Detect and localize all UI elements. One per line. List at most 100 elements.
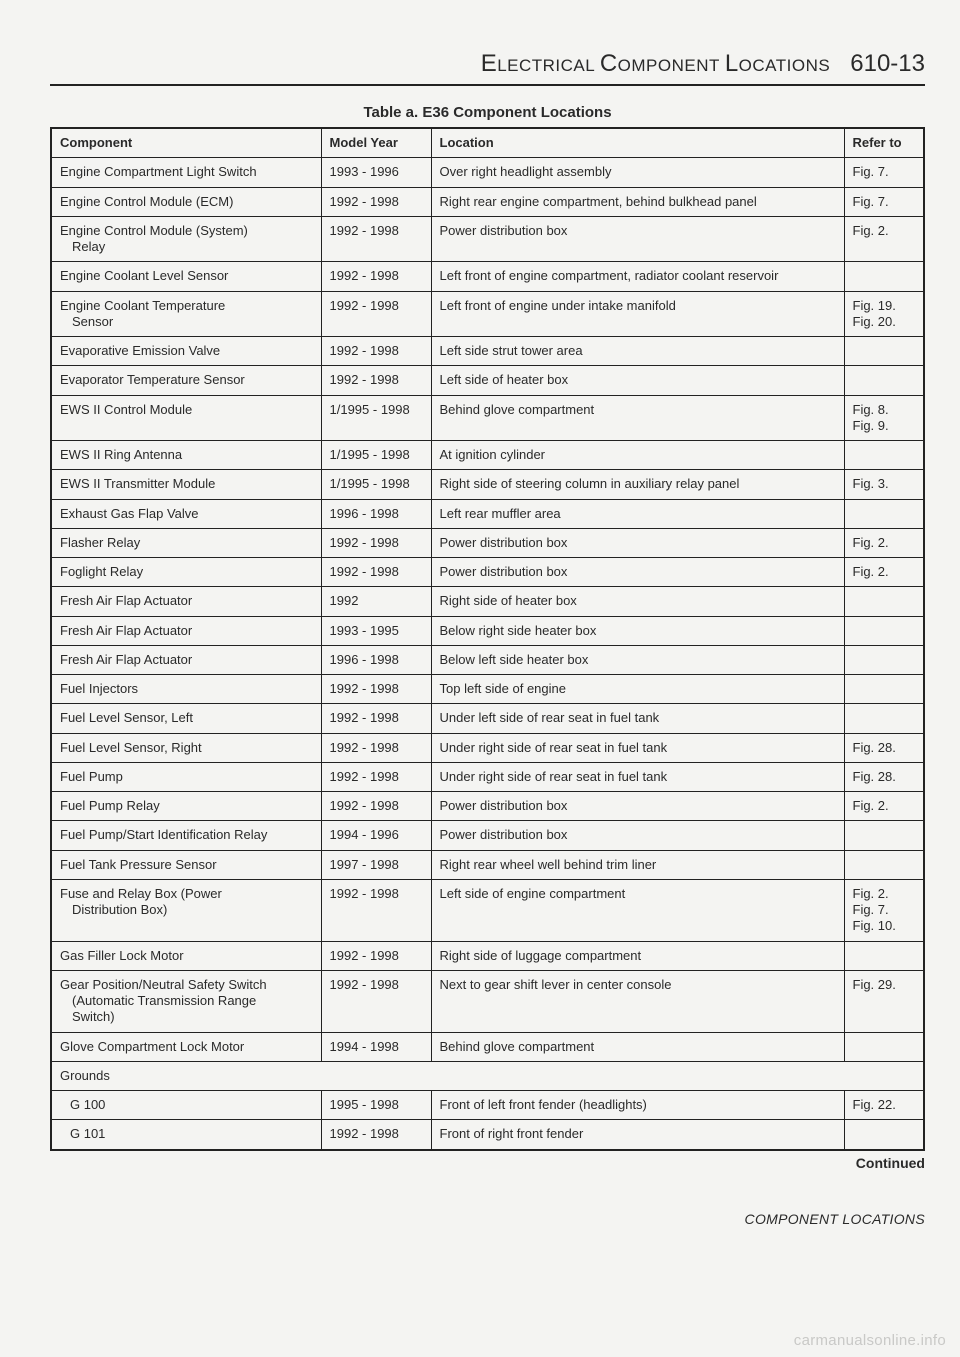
cell-refer: Fig. 28. — [844, 762, 924, 791]
cell-year: 1992 - 1998 — [321, 733, 431, 762]
cell-refer: Fig. 2. — [844, 792, 924, 821]
col-header-refer: Refer to — [844, 128, 924, 158]
page-header: ELECTRICAL COMPONENT LOCATIONS 610-13 — [50, 50, 925, 86]
cell-refer — [844, 337, 924, 366]
cell-refer — [844, 645, 924, 674]
cell-location: Power distribution box — [431, 821, 844, 850]
cell-year: 1992 - 1998 — [321, 528, 431, 557]
table-row: Fuse and Relay Box (PowerDistribution Bo… — [51, 879, 924, 941]
cell-year: 1993 - 1995 — [321, 616, 431, 645]
cell-component: EWS II Transmitter Module — [51, 470, 321, 499]
table-row: Fresh Air Flap Actuator1993 - 1995Below … — [51, 616, 924, 645]
cell-component: Fresh Air Flap Actuator — [51, 645, 321, 674]
cell-refer: Fig. 2. — [844, 528, 924, 557]
continued-label: Continued — [50, 1155, 925, 1171]
cell-component: Foglight Relay — [51, 558, 321, 587]
component-table: Component Model Year Location Refer to E… — [50, 127, 925, 1151]
table-row: Gas Filler Lock Motor1992 - 1998Right si… — [51, 941, 924, 970]
cell-component: Exhaust Gas Flap Valve — [51, 499, 321, 528]
cell-component: Fuel Pump/Start Identification Relay — [51, 821, 321, 850]
table-row: Engine Control Module (ECM)1992 - 1998Ri… — [51, 187, 924, 216]
cell-location: Right rear engine compartment, behind bu… — [431, 187, 844, 216]
table-row: Engine Coolant TemperatureSensor1992 - 1… — [51, 291, 924, 337]
cell-refer — [844, 441, 924, 470]
cell-refer: Fig. 2. — [844, 216, 924, 262]
cell-component: Engine Coolant Level Sensor — [51, 262, 321, 291]
table-row: Exhaust Gas Flap Valve1996 - 1998Left re… — [51, 499, 924, 528]
cell-year: 1992 - 1998 — [321, 762, 431, 791]
cell-location: Left side of heater box — [431, 366, 844, 395]
cell-location: Left side strut tower area — [431, 337, 844, 366]
table-body: Engine Compartment Light Switch1993 - 19… — [51, 158, 924, 1150]
section-title: ELECTRICAL COMPONENT LOCATIONS — [481, 54, 837, 76]
cell-component: Flasher Relay — [51, 528, 321, 557]
cell-year: 1/1995 - 1998 — [321, 470, 431, 499]
cell-location: Right rear wheel well behind trim liner — [431, 850, 844, 879]
cell-component: EWS II Ring Antenna — [51, 441, 321, 470]
page: ELECTRICAL COMPONENT LOCATIONS 610-13 Ta… — [0, 0, 960, 1357]
cell-year: 1992 - 1998 — [321, 262, 431, 291]
cell-component: Fresh Air Flap Actuator — [51, 587, 321, 616]
cell-component: Fuel Injectors — [51, 675, 321, 704]
cell-component: Engine Compartment Light Switch — [51, 158, 321, 187]
cell-location: Front of right front fender — [431, 1120, 844, 1150]
cell-year: 1996 - 1998 — [321, 499, 431, 528]
cell-location: Next to gear shift lever in center conso… — [431, 970, 844, 1032]
cell-location: Power distribution box — [431, 528, 844, 557]
cell-refer — [844, 499, 924, 528]
cell-refer — [844, 941, 924, 970]
cell-year: 1992 - 1998 — [321, 792, 431, 821]
cell-component: Gas Filler Lock Motor — [51, 941, 321, 970]
table-row: Fuel Tank Pressure Sensor1997 - 1998Righ… — [51, 850, 924, 879]
table-row: Grounds — [51, 1061, 924, 1090]
cell-location: Right side of heater box — [431, 587, 844, 616]
cell-location: Right side of luggage compartment — [431, 941, 844, 970]
table-row: Fuel Pump1992 - 1998Under right side of … — [51, 762, 924, 791]
cell-year: 1992 - 1998 — [321, 366, 431, 395]
cell-refer: Fig. 22. — [844, 1091, 924, 1120]
cell-component: Gear Position/Neutral Safety Switch(Auto… — [51, 970, 321, 1032]
cell-component: Glove Compartment Lock Motor — [51, 1032, 321, 1061]
cell-refer: Fig. 3. — [844, 470, 924, 499]
cell-year: 1992 - 1998 — [321, 704, 431, 733]
table-row: Engine Compartment Light Switch1993 - 19… — [51, 158, 924, 187]
footer-label: COMPONENT LOCATIONS — [50, 1211, 925, 1227]
cell-location: Left side of engine compartment — [431, 879, 844, 941]
table-row: Evaporative Emission Valve1992 - 1998Lef… — [51, 337, 924, 366]
cell-refer — [844, 1120, 924, 1150]
col-header-year: Model Year — [321, 128, 431, 158]
table-row: Fresh Air Flap Actuator1992Right side of… — [51, 587, 924, 616]
table-row: Fuel Level Sensor, Right1992 - 1998Under… — [51, 733, 924, 762]
table-row: Fuel Pump Relay1992 - 1998Power distribu… — [51, 792, 924, 821]
cell-refer — [844, 262, 924, 291]
table-row: Evaporator Temperature Sensor1992 - 1998… — [51, 366, 924, 395]
table-row: Fuel Injectors1992 - 1998Top left side o… — [51, 675, 924, 704]
cell-year: 1994 - 1998 — [321, 1032, 431, 1061]
table-row: Glove Compartment Lock Motor1994 - 1998B… — [51, 1032, 924, 1061]
cell-component: Fuel Tank Pressure Sensor — [51, 850, 321, 879]
cell-location: Under left side of rear seat in fuel tan… — [431, 704, 844, 733]
cell-year: 1992 - 1998 — [321, 879, 431, 941]
cell-location: Under right side of rear seat in fuel ta… — [431, 733, 844, 762]
table-row: Fresh Air Flap Actuator1996 - 1998Below … — [51, 645, 924, 674]
cell-component: G 101 — [51, 1120, 321, 1150]
table-row: Foglight Relay1992 - 1998Power distribut… — [51, 558, 924, 587]
cell-year: 1992 - 1998 — [321, 337, 431, 366]
cell-year: 1992 - 1998 — [321, 558, 431, 587]
watermark: carmanualsonline.info — [794, 1332, 946, 1349]
cell-refer — [844, 366, 924, 395]
table-caption: Table a. E36 Component Locations — [50, 104, 925, 121]
cell-year: 1992 - 1998 — [321, 970, 431, 1032]
cell-year: 1995 - 1998 — [321, 1091, 431, 1120]
cell-refer — [844, 850, 924, 879]
cell-location: Under right side of rear seat in fuel ta… — [431, 762, 844, 791]
cell-year: 1997 - 1998 — [321, 850, 431, 879]
cell-component: Fuel Level Sensor, Left — [51, 704, 321, 733]
cell-year: 1993 - 1996 — [321, 158, 431, 187]
cell-year: 1992 - 1998 — [321, 291, 431, 337]
cell-refer — [844, 704, 924, 733]
cell-year: 1992 - 1998 — [321, 675, 431, 704]
cell-refer — [844, 821, 924, 850]
table-row: EWS II Control Module1/1995 - 1998Behind… — [51, 395, 924, 441]
cell-location: Left front of engine under intake manifo… — [431, 291, 844, 337]
